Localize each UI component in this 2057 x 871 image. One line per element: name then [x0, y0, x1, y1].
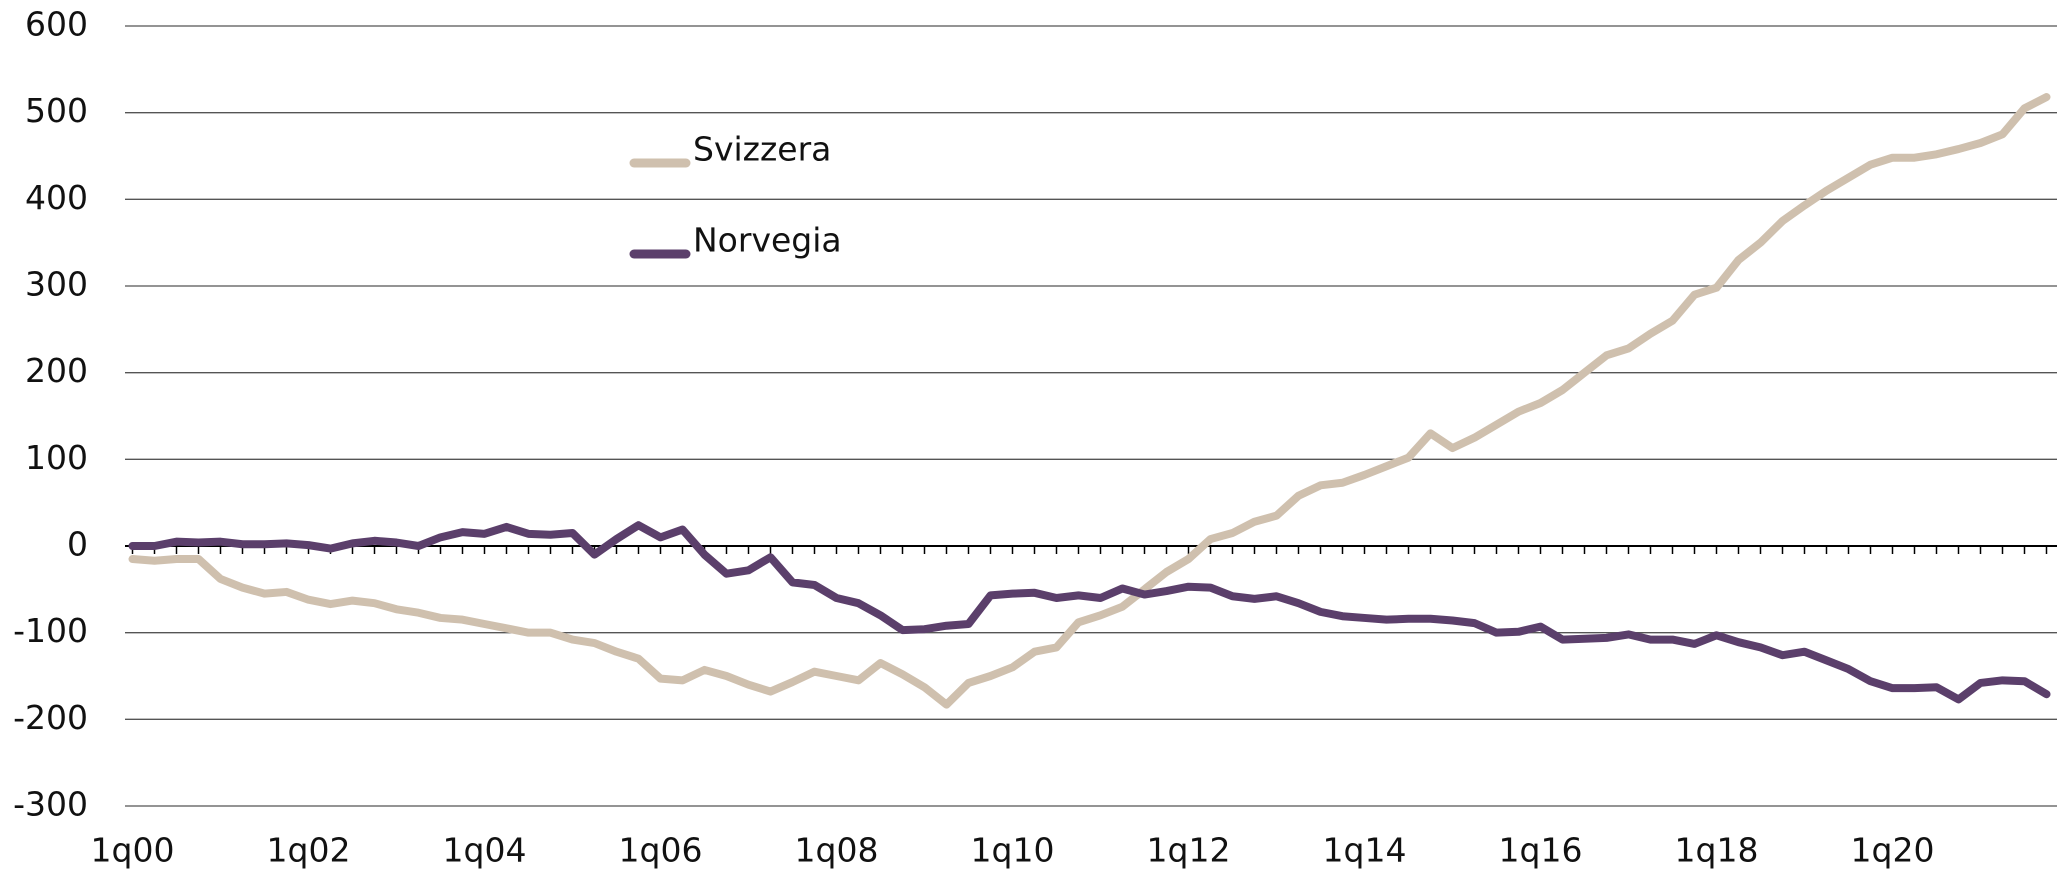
- y-tick-label: 200: [25, 351, 88, 390]
- x-tick-label: 1q20: [1851, 831, 1935, 870]
- x-tick-label: 1q10: [971, 831, 1055, 870]
- legend-label: Svizzera: [693, 130, 831, 169]
- y-tick-label: 0: [67, 525, 88, 564]
- y-tick-label: -100: [13, 611, 88, 650]
- x-tick-label: 1q14: [1323, 831, 1407, 870]
- line-series: [128, 93, 2051, 709]
- y-tick-label: 600: [25, 5, 88, 44]
- line-series: [128, 521, 2051, 704]
- x-tick-label: 1q12: [1147, 831, 1231, 870]
- y-tick-label: 500: [25, 91, 88, 130]
- x-tick-label: 1q06: [619, 831, 703, 870]
- y-tick-label: 100: [25, 438, 88, 477]
- y-tick-label: 300: [25, 265, 88, 304]
- x-tick-label: 1q16: [1499, 831, 1583, 870]
- x-tick-label: 1q04: [443, 831, 527, 870]
- x-tick-label: 1q00: [91, 831, 175, 870]
- legend-label: Norvegia: [693, 221, 842, 260]
- x-tick-label: 1q08: [795, 831, 879, 870]
- x-tick-label: 1q02: [267, 831, 351, 870]
- x-tick-label: 1q18: [1675, 831, 1759, 870]
- y-tick-label: -300: [13, 785, 88, 824]
- y-tick-label: 400: [25, 178, 88, 217]
- y-tick-label: -200: [13, 698, 88, 737]
